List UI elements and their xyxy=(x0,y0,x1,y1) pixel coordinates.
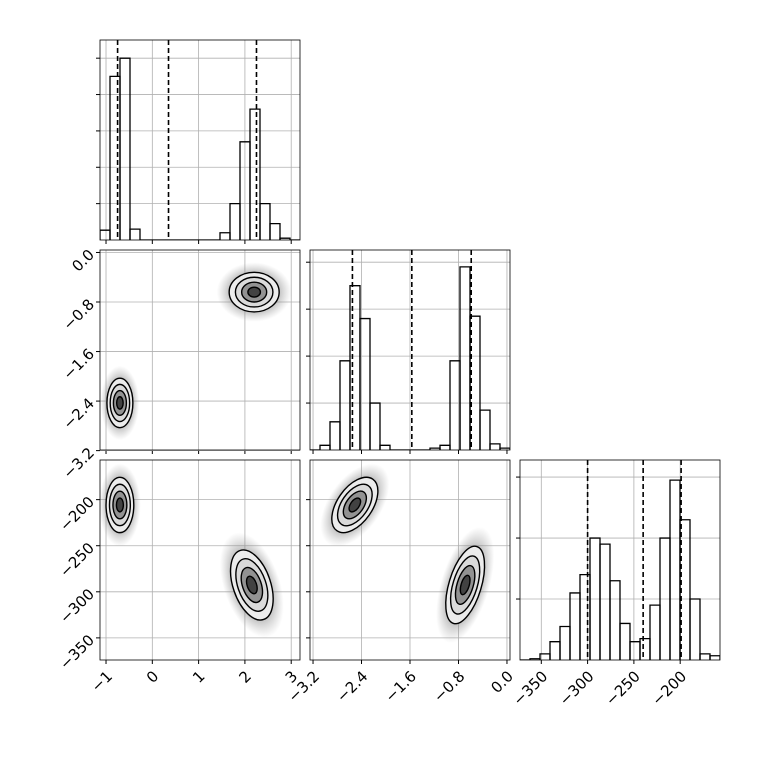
histogram-bin xyxy=(609,580,621,660)
histogram-bin xyxy=(119,57,131,240)
axes-frame xyxy=(309,459,511,661)
axes-frame xyxy=(99,249,301,451)
histogram-bin xyxy=(369,402,381,450)
axes-frame xyxy=(309,249,511,451)
histogram-bin xyxy=(499,447,510,450)
histogram-bin xyxy=(489,443,501,450)
density-contour xyxy=(115,396,124,410)
axes-frame xyxy=(519,459,721,661)
density-contour xyxy=(115,497,125,513)
histogram-bin xyxy=(679,519,691,660)
histogram-bin xyxy=(279,237,291,240)
axes-frame xyxy=(99,39,301,241)
plot-area xyxy=(520,460,720,660)
histogram-bin xyxy=(379,444,391,450)
density-contour xyxy=(348,497,362,513)
histogram-bin xyxy=(709,655,720,660)
density-contour xyxy=(247,286,262,298)
histogram-bin xyxy=(479,409,491,450)
density-contour xyxy=(245,575,258,595)
plot-area xyxy=(100,262,292,441)
plot-area xyxy=(320,463,495,644)
histogram-bin xyxy=(259,202,271,240)
panel xyxy=(96,39,301,244)
density-contour xyxy=(459,574,471,596)
histogram-bin xyxy=(129,228,141,240)
plot-area xyxy=(310,250,510,450)
plot-area xyxy=(100,40,300,240)
plot-area xyxy=(100,463,284,638)
panel: 0.0−0.8−1.6−2.4−3.2 xyxy=(60,246,301,482)
histogram-bin xyxy=(689,598,701,660)
panel xyxy=(306,249,511,454)
histogram-bin xyxy=(249,108,261,240)
histogram-bin xyxy=(469,315,481,450)
histogram-bin xyxy=(269,222,281,240)
axes-frame xyxy=(99,459,301,661)
histogram-bin xyxy=(359,317,371,450)
